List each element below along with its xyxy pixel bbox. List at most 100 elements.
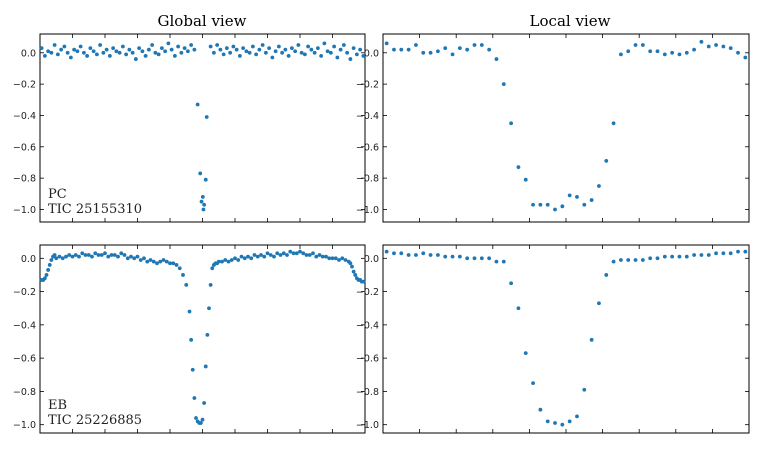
- data-point: [327, 256, 332, 261]
- data-point: [145, 259, 150, 264]
- data-point: [472, 43, 477, 47]
- data-point: [129, 254, 133, 259]
- data-point: [205, 332, 210, 337]
- data-point: [140, 49, 145, 54]
- data-point: [501, 259, 506, 264]
- data-point: [494, 57, 499, 61]
- data-point: [185, 49, 190, 54]
- data-point: [582, 387, 587, 392]
- data-point: [64, 254, 68, 259]
- data-point: [289, 46, 294, 50]
- data-point: [107, 54, 112, 58]
- data-point: [81, 50, 86, 55]
- data-point: [49, 258, 54, 262]
- data-point: [202, 202, 207, 207]
- data-point: [44, 273, 49, 277]
- data-point: [567, 193, 572, 198]
- data-point: [85, 54, 90, 58]
- data-point: [228, 50, 233, 55]
- data-point: [736, 50, 740, 55]
- y-tick-label: −0.4: [356, 320, 379, 331]
- data-point: [166, 41, 171, 46]
- data-point: [648, 49, 653, 54]
- data-point: [263, 50, 268, 55]
- data-point: [234, 47, 239, 52]
- data-point: [138, 258, 143, 262]
- y-tick-label: −0.8: [13, 174, 36, 185]
- data-point: [163, 49, 168, 54]
- data-point: [272, 254, 276, 259]
- data-point: [176, 44, 181, 49]
- data-point: [348, 261, 353, 266]
- data-point: [42, 54, 47, 58]
- y-tick-label: 0.0: [21, 48, 36, 59]
- y-tick-label: −0.8: [356, 174, 379, 185]
- data-point: [270, 55, 275, 60]
- data-point: [306, 44, 311, 49]
- data-point: [223, 258, 228, 262]
- data-point: [567, 419, 572, 424]
- data-point: [414, 43, 418, 47]
- data-point: [283, 47, 288, 52]
- data-point: [436, 253, 440, 257]
- data-point: [670, 254, 675, 259]
- data-point: [265, 251, 270, 256]
- data-point: [231, 44, 236, 49]
- data-point: [560, 422, 565, 427]
- data-point: [237, 54, 242, 58]
- data-point: [626, 258, 631, 262]
- data-point: [116, 254, 120, 259]
- data-point: [242, 256, 247, 261]
- data-point: [200, 417, 205, 422]
- data-point: [706, 253, 711, 257]
- data-point: [684, 254, 689, 259]
- data-point: [714, 251, 718, 256]
- data-point: [52, 43, 57, 47]
- data-point: [692, 47, 696, 52]
- data-point: [436, 49, 440, 54]
- data-point: [479, 43, 484, 47]
- data-point: [103, 251, 107, 256]
- data-point: [301, 251, 306, 256]
- data-point: [307, 253, 312, 257]
- data-point: [98, 43, 103, 47]
- data-point: [597, 301, 601, 306]
- data-point: [257, 47, 262, 52]
- y-tick-label: 0.0: [21, 254, 36, 265]
- data-point: [414, 253, 418, 257]
- data-point: [553, 421, 557, 425]
- data-point: [611, 121, 616, 126]
- data-point: [399, 47, 404, 52]
- y-tick-label: −1.0: [13, 205, 36, 216]
- data-point: [101, 50, 106, 55]
- data-point: [509, 121, 513, 126]
- data-point: [633, 43, 638, 47]
- data-point: [172, 54, 177, 58]
- data-point: [247, 50, 252, 55]
- data-point: [361, 54, 366, 58]
- data-point: [575, 195, 579, 199]
- data-point: [328, 50, 333, 55]
- data-point: [648, 256, 653, 261]
- data-point: [150, 43, 155, 47]
- data-point: [47, 263, 52, 267]
- data-point: [531, 381, 535, 385]
- data-point: [158, 259, 163, 264]
- data-point: [229, 258, 234, 262]
- data-point: [285, 253, 289, 257]
- data-point: [392, 251, 396, 256]
- data-point: [706, 44, 711, 49]
- data-point: [80, 251, 85, 256]
- data-point: [523, 351, 528, 356]
- data-point: [109, 253, 114, 257]
- data-point: [106, 254, 111, 259]
- class-label: EB: [48, 398, 67, 413]
- data-point: [560, 204, 565, 209]
- data-point: [317, 253, 322, 257]
- data-point: [39, 46, 44, 50]
- data-point: [311, 251, 315, 256]
- data-point: [501, 82, 506, 87]
- data-point: [604, 159, 609, 163]
